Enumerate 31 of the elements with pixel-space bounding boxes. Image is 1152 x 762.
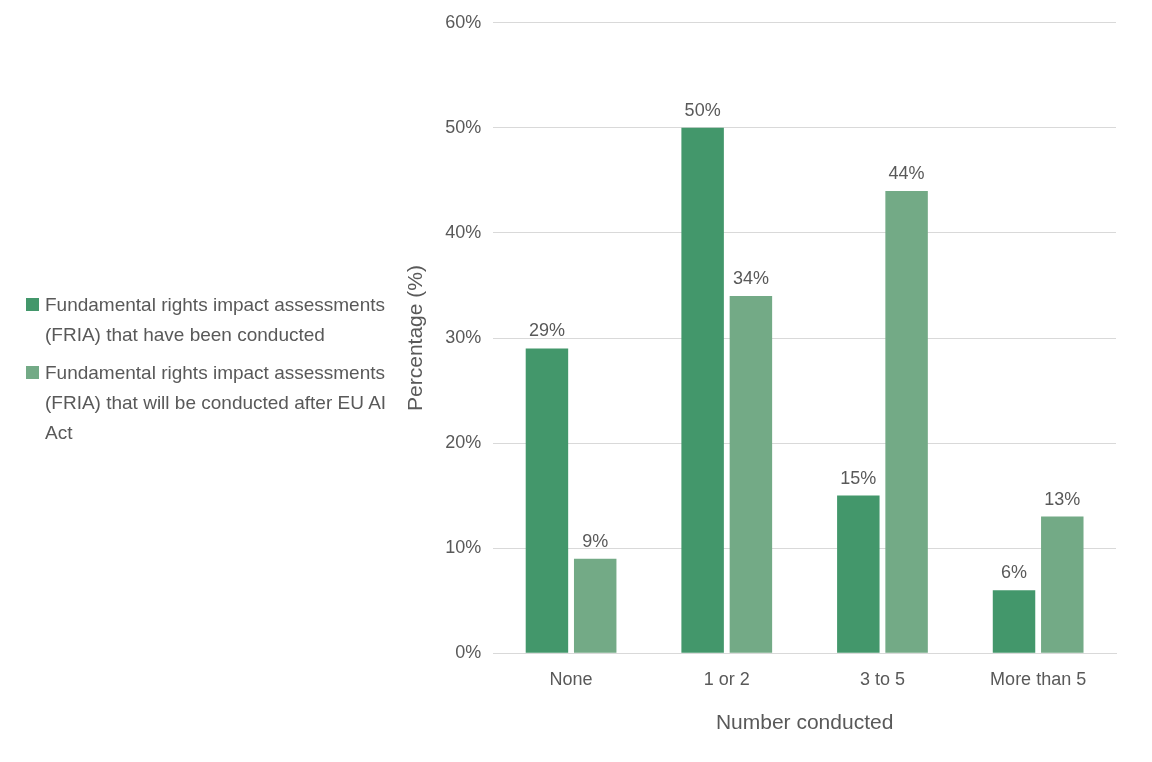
bar xyxy=(885,190,928,653)
data-label: 50% xyxy=(684,99,721,120)
data-label: 9% xyxy=(582,530,609,551)
data-label: 15% xyxy=(840,467,877,488)
y-tick-label: 60% xyxy=(445,11,482,32)
bar xyxy=(681,127,724,653)
y-tick-label: 0% xyxy=(455,642,482,663)
y-tick-label: 10% xyxy=(445,537,482,558)
bar xyxy=(573,558,617,653)
bar xyxy=(525,348,569,653)
x-tick-label: None xyxy=(549,668,593,689)
data-label: 6% xyxy=(1001,562,1028,583)
data-label: 34% xyxy=(732,267,769,288)
data-label: 13% xyxy=(1044,488,1081,509)
y-tick-label: 30% xyxy=(445,326,482,347)
bar xyxy=(992,590,1036,653)
bar xyxy=(729,295,773,653)
x-tick-label: 1 or 2 xyxy=(703,668,750,689)
y-tick-label: 50% xyxy=(445,116,482,137)
y-tick-label: 40% xyxy=(445,221,482,242)
x-axis-title: Number conducted xyxy=(715,710,894,734)
bar xyxy=(837,495,880,653)
y-axis-title: Percentage (%) xyxy=(403,265,427,411)
legend-label: Fundamental rights impact assessments (FRIA) that have been conducted xyxy=(45,293,387,347)
y-tick-label: 20% xyxy=(445,432,482,453)
bar xyxy=(1041,516,1084,653)
data-label: 44% xyxy=(888,162,925,183)
legend-label: Fundamental rights impact assessments (FRIA) that will be conducted after EU AI Act xyxy=(45,361,388,445)
x-tick-label: 3 to 5 xyxy=(859,668,905,689)
data-label: 29% xyxy=(528,320,565,341)
x-tick-label: More than 5 xyxy=(990,668,1087,689)
